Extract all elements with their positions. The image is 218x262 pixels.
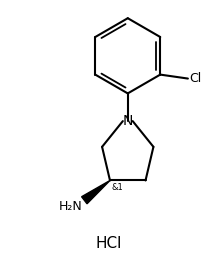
Polygon shape [82, 181, 110, 204]
Text: HCl: HCl [96, 236, 122, 251]
Text: N: N [123, 114, 133, 128]
Text: Cl: Cl [189, 72, 201, 85]
Text: H₂N: H₂N [59, 200, 82, 213]
Text: &1: &1 [112, 183, 124, 192]
